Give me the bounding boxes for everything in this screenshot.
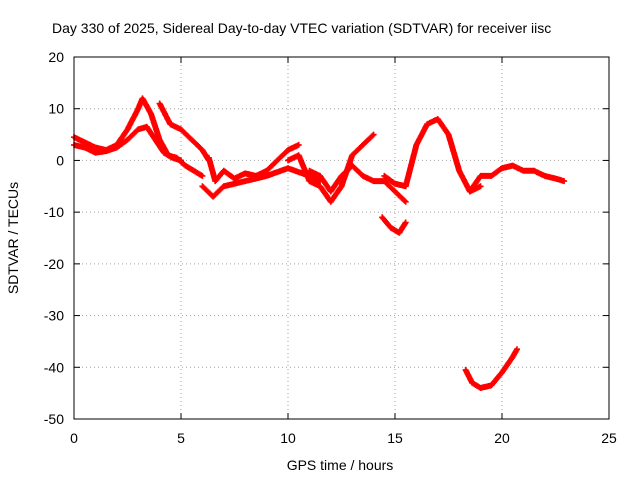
series-arc-10 xyxy=(466,162,568,195)
y-tick-label: 10 xyxy=(48,101,64,117)
series-arc-9 xyxy=(381,116,484,195)
series-markers xyxy=(381,116,484,195)
series-arc-7 xyxy=(306,162,409,205)
x-tick-label: 15 xyxy=(387,430,403,446)
series-arc-4 xyxy=(205,141,302,185)
axis-ticks: 0 5 10 15 20 25 -50 -40 -30 -20 -10 0 10 20 xyxy=(44,49,617,446)
series-arc-11 xyxy=(462,346,520,391)
series-markers xyxy=(379,214,409,236)
y-tick-label: -50 xyxy=(44,411,64,427)
chart-title: Day 330 of 2025, Sidereal Day-to-day VTE… xyxy=(52,20,551,36)
x-tick-label: 10 xyxy=(280,430,296,446)
y-tick-label: 20 xyxy=(48,49,64,65)
y-tick-label: -10 xyxy=(44,204,64,220)
x-tick-label: 20 xyxy=(494,430,510,446)
grid-lines xyxy=(74,57,609,419)
series-arc-3 xyxy=(156,100,212,164)
x-axis-label: GPS time / hours xyxy=(287,457,394,473)
y-tick-label: -40 xyxy=(44,359,64,375)
series-markers xyxy=(205,141,302,185)
x-tick-label: 5 xyxy=(177,430,185,446)
series-markers xyxy=(462,346,520,391)
y-tick-label: -20 xyxy=(44,256,64,272)
series-markers xyxy=(156,100,212,164)
x-tick-label: 25 xyxy=(601,430,617,446)
y-tick-label: 0 xyxy=(56,152,64,168)
y-axis-label: SDTVAR / TECUs xyxy=(5,182,21,294)
series-markers xyxy=(306,162,409,205)
series-markers xyxy=(466,162,568,195)
series-arc-8 xyxy=(379,214,409,236)
y-tick-label: -30 xyxy=(44,308,64,324)
x-tick-label: 0 xyxy=(70,430,78,446)
plot-frame xyxy=(73,56,610,420)
data-points xyxy=(71,95,568,391)
